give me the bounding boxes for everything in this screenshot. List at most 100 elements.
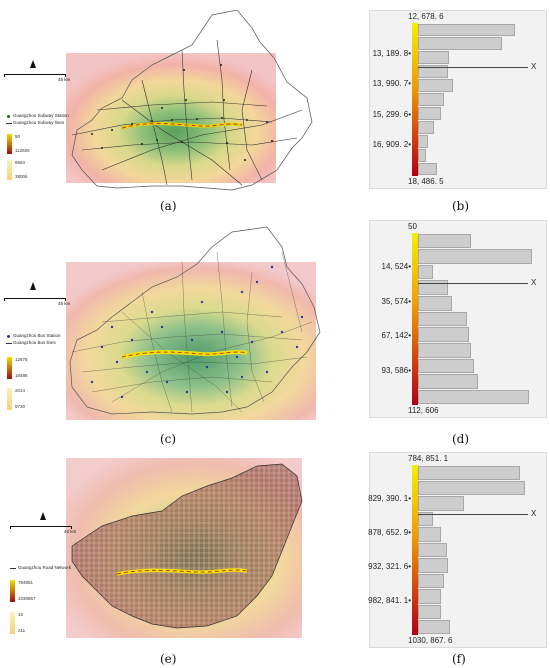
- histogram-max-label: 1030, 867. 6: [408, 636, 453, 645]
- station-dot-icon: [7, 115, 10, 118]
- legend-color-ramp-2: [10, 612, 15, 634]
- histogram-bar: [418, 558, 449, 573]
- histogram-bar: [418, 93, 444, 106]
- histogram-bar: [418, 527, 442, 542]
- histogram-bar: [418, 311, 467, 327]
- histogram-bar: [418, 542, 447, 558]
- histogram-bar: [418, 162, 437, 176]
- legend-lines-label: Guangzhou Subway lines: [13, 120, 65, 125]
- legend-value: 112606: [15, 148, 30, 153]
- histogram-bar: [418, 342, 472, 358]
- map-e-graphic: [66, 458, 303, 638]
- legend-color-ramp-1: [7, 134, 12, 154]
- histogram-bar: [418, 480, 525, 496]
- legend-value: 8864: [15, 160, 26, 165]
- histogram-max-label: 112, 606: [408, 406, 439, 415]
- histogram-tick-label: 982, 841. 1•: [368, 596, 411, 605]
- histogram-bar: [418, 511, 434, 527]
- histogram-marker-line: [418, 514, 528, 516]
- histogram-tick-label: 93, 586•: [381, 365, 412, 375]
- legend-value: 12678: [15, 357, 28, 362]
- histogram-min-label: 50: [408, 222, 417, 231]
- scale-bar: [4, 74, 66, 77]
- line-swatch-icon: [10, 568, 16, 569]
- histogram-max-label: 18, 486. 5: [408, 177, 444, 186]
- histogram-color-ramp: [412, 233, 418, 405]
- histogram-color-ramp: [412, 465, 418, 635]
- histogram-bar: [418, 106, 442, 120]
- caption-e: (e): [160, 652, 177, 666]
- histogram-bar: [418, 358, 474, 374]
- line-swatch-icon: [6, 343, 12, 344]
- north-arrow-icon: [40, 512, 46, 520]
- histogram-bar: [418, 134, 429, 148]
- legend-station-label: Guangzhou Subway Station: [13, 113, 69, 118]
- legend-value: 1030867: [18, 596, 36, 601]
- histogram-tick-label: 67, 142•: [381, 331, 412, 341]
- legend-value: 15: [18, 612, 24, 617]
- histogram-bar: [418, 23, 516, 37]
- histogram-bar: [418, 589, 442, 604]
- map-a-graphic: [66, 10, 313, 191]
- legend-value: 784851: [18, 580, 34, 585]
- histogram-min-label: 12, 678. 6: [408, 12, 444, 21]
- legend-color-ramp-1: [10, 580, 15, 602]
- histogram-marker-line: [418, 67, 528, 69]
- map-c-bus: 45 km Guangzhou Bus Station Guangzhou Bu…: [2, 222, 342, 422]
- histogram-bar: [418, 120, 435, 134]
- histogram-bar: [418, 327, 470, 342]
- north-arrow-icon: [30, 282, 36, 290]
- map-a-subway: 45 km Guangzhou Subway Station Guangzhou…: [2, 10, 342, 195]
- legend-lines-label: Guangzhou Road Network: [18, 565, 72, 570]
- histogram-color-ramp: [412, 23, 418, 176]
- histogram-tick-label: 878, 652. 9•: [368, 528, 411, 537]
- histogram-tick-label: 15, 299. 6•: [372, 109, 411, 119]
- histogram-bar: [418, 249, 532, 264]
- legend-value: 9730: [15, 404, 26, 409]
- legend-lines-label: Guangzhou Bus lines: [13, 340, 56, 345]
- histogram-bar: [418, 264, 434, 280]
- caption-c: (c): [160, 432, 177, 446]
- north-arrow-icon: [30, 60, 36, 68]
- histogram-bar: [418, 465, 521, 480]
- histogram-marker-line: [418, 282, 528, 284]
- histogram-b: 12, 678. 6 18, 486. 5 13, 189. 8• 13, 990. …: [369, 10, 547, 189]
- map-c-graphic: [66, 226, 321, 420]
- histogram-f: 784, 851. 1 1030, 867. 6 829, 390. 1• 878, …: [368, 452, 547, 648]
- histogram-bar: [418, 148, 427, 162]
- histogram-bar: [418, 37, 502, 51]
- histogram-marker-label: X: [531, 62, 537, 72]
- histogram-bar: [418, 620, 451, 635]
- histogram-marker-label: X: [531, 509, 537, 519]
- scale-label: 45 km: [64, 529, 77, 534]
- legend-value: 2014: [15, 388, 26, 393]
- scale-bar: [10, 526, 72, 529]
- histogram-bar: [418, 573, 444, 589]
- caption-a: (a): [160, 199, 177, 213]
- histogram-tick-label: 16, 909. 2•: [372, 140, 411, 150]
- histogram-d: 50 112, 606 14, 524• 35, 574• 67, 142• 93, 58…: [369, 220, 547, 418]
- map-e-road: 45 km Guangzhou Road Network 784851 1030…: [2, 456, 342, 646]
- caption-d: (d): [452, 432, 470, 446]
- histogram-bar: [418, 65, 449, 79]
- histogram-bar: [418, 389, 530, 405]
- scale-bar: [4, 298, 66, 301]
- histogram-bar: [418, 374, 479, 389]
- histogram-bar: [418, 79, 453, 93]
- legend-color-ramp-2: [7, 388, 12, 410]
- histogram-tick-label: 829, 390. 1•: [368, 494, 411, 503]
- histogram-tick-label: 13, 990. 7•: [372, 79, 411, 89]
- histogram-tick-label: 14, 524•: [381, 262, 412, 272]
- histogram-tick-label: 932, 321. 6•: [368, 562, 411, 571]
- legend-value: 38006: [15, 174, 28, 179]
- legend-value: 211: [18, 628, 26, 633]
- station-dot-icon: [7, 335, 10, 338]
- legend-color-ramp-2: [7, 160, 12, 180]
- histogram-bar: [418, 604, 442, 620]
- histogram-bar: [418, 296, 452, 311]
- histogram-tick-label: 35, 574•: [381, 296, 412, 306]
- line-swatch-icon: [6, 123, 12, 124]
- histogram-bar: [418, 280, 449, 296]
- legend-color-ramp-1: [7, 357, 12, 379]
- scale-label: 45 km: [58, 77, 71, 82]
